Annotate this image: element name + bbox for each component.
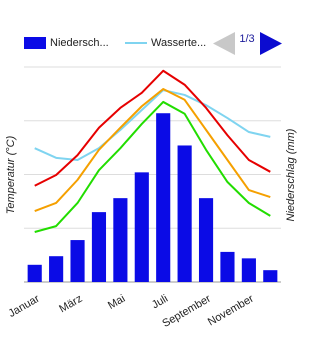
line — [34, 88, 271, 212]
bar — [263, 270, 278, 282]
next-page-button[interactable] — [260, 32, 282, 55]
bar — [113, 198, 128, 282]
line — [34, 69, 271, 187]
line — [34, 89, 271, 161]
bar — [177, 145, 192, 282]
bar — [27, 264, 42, 282]
bar — [70, 240, 85, 282]
bar — [198, 198, 214, 282]
y-axis-title: Temperatur (°C) — [5, 135, 17, 214]
x-tick-label: November — [206, 293, 256, 329]
bar — [241, 258, 256, 282]
bar — [220, 251, 235, 282]
bar — [91, 212, 107, 282]
chart: Temperatur (°C) Niederschlag (mm) 1/3 Ja… — [5, 32, 297, 330]
x-tick-label: Mai — [106, 293, 127, 312]
y2-axis-title: Niederschlag (mm) — [285, 128, 297, 221]
x-tick-label: Juli — [150, 293, 170, 312]
legend-label: Niedersch... — [50, 37, 109, 49]
legend-label: Wasserte... — [151, 37, 206, 49]
x-tick-label: Januar — [7, 293, 42, 320]
bar — [156, 113, 171, 282]
x-tick-label: September — [160, 293, 213, 330]
x-tick-label: März — [57, 293, 84, 316]
bar — [49, 256, 64, 282]
legend-swatch — [24, 37, 46, 49]
bar — [134, 172, 149, 282]
prev-page-button[interactable] — [213, 32, 235, 55]
line — [34, 100, 271, 233]
legend-page: 1/3 — [239, 33, 254, 45]
